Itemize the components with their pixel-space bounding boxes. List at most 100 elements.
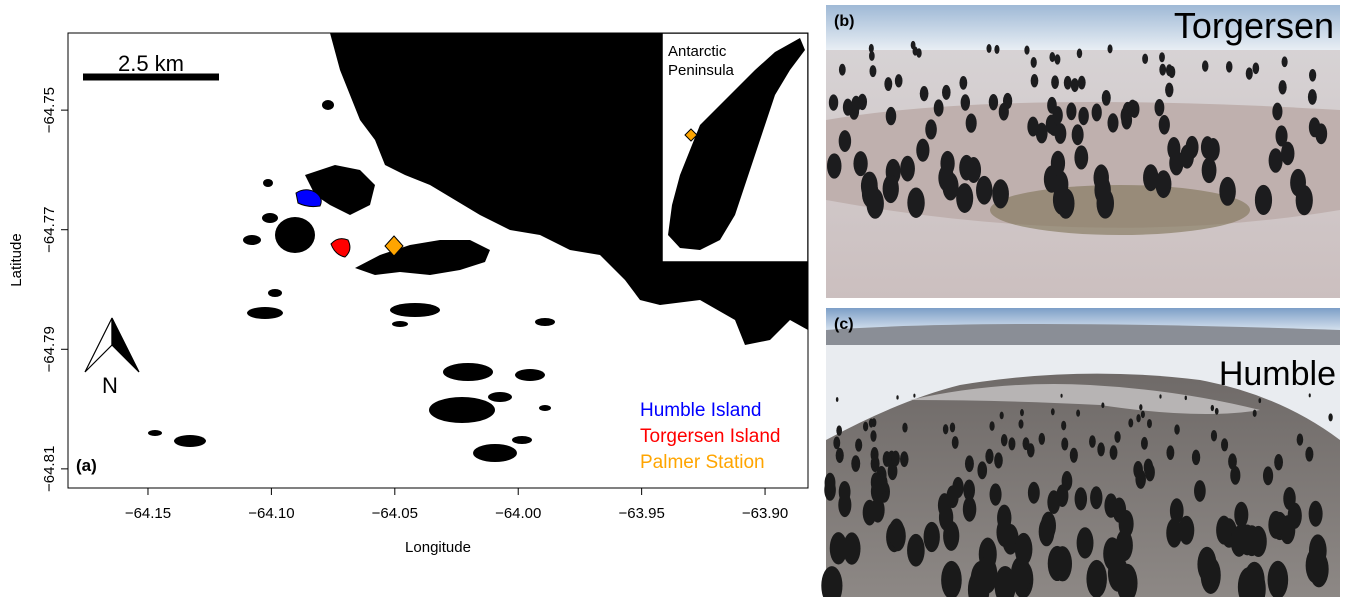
penguin: [1128, 418, 1134, 428]
torgersen-island: [330, 238, 351, 258]
penguin: [977, 461, 988, 480]
y-axis-label: Latitude: [8, 233, 25, 286]
penguin: [1296, 433, 1304, 446]
penguin: [1281, 56, 1288, 68]
photo-label: (c): [834, 316, 854, 333]
penguin: [1061, 471, 1073, 491]
penguin: [1077, 75, 1086, 90]
penguin: [885, 106, 897, 126]
penguin: [1069, 447, 1078, 463]
penguin: [1166, 518, 1183, 548]
penguin: [1057, 188, 1075, 219]
x-tick-label: −64.15: [125, 505, 171, 522]
penguin: [1307, 89, 1317, 105]
penguin: [992, 179, 1009, 209]
penguin: [851, 455, 861, 472]
penguin: [853, 151, 868, 177]
penguin: [838, 130, 852, 152]
penguin: [1159, 52, 1165, 63]
penguin: [1018, 419, 1024, 429]
penguin: [919, 86, 929, 102]
palmer-station: [384, 235, 404, 257]
penguin: [940, 150, 955, 176]
penguin: [1178, 515, 1195, 545]
penguin: [836, 425, 843, 436]
penguin: [1074, 145, 1089, 170]
penguin: [998, 102, 1009, 121]
penguin: [1214, 407, 1219, 415]
penguin: [1074, 487, 1088, 511]
penguin: [1061, 420, 1067, 431]
penguin: [1272, 102, 1283, 121]
penguin: [1136, 414, 1141, 423]
penguin: [964, 455, 974, 473]
penguin: [1328, 413, 1333, 422]
penguin: [1038, 432, 1046, 445]
penguin: [1308, 500, 1323, 527]
penguin: [1184, 395, 1187, 401]
legend-entry: Palmer Station: [640, 452, 765, 473]
penguin: [1254, 184, 1273, 215]
penguin: [1268, 148, 1283, 173]
penguin: [860, 171, 878, 201]
penguin: [1076, 527, 1094, 559]
x-tick-label: −64.00: [495, 505, 541, 522]
penguin: [1174, 424, 1180, 435]
penguin: [1054, 123, 1067, 144]
penguin: [884, 77, 893, 91]
penguin: [1244, 561, 1265, 601]
x-axis-label: Longitude: [405, 539, 471, 556]
penguin: [1279, 515, 1296, 545]
ticks: −64.15 −64.10 −64.05 −64.00 −63.95 −63.90 −64.…: [41, 87, 788, 522]
penguin: [833, 436, 841, 450]
penguin: [1197, 546, 1217, 583]
penguin: [1262, 466, 1274, 486]
penguin: [1078, 106, 1089, 126]
penguin: [1121, 110, 1133, 130]
penguin: [824, 472, 836, 493]
penguin: [960, 94, 971, 111]
penguin: [870, 455, 880, 473]
penguin: [1230, 465, 1241, 485]
penguin: [894, 74, 903, 88]
penguin: [1159, 63, 1167, 76]
penguin: [821, 566, 843, 602]
penguin: [902, 422, 908, 433]
penguin: [829, 532, 848, 565]
penguin: [1210, 429, 1218, 442]
penguin: [1201, 157, 1217, 184]
penguin: [862, 499, 877, 526]
penguin: [1140, 436, 1148, 450]
penguin: [1159, 394, 1162, 399]
penguin: [1096, 188, 1115, 219]
penguin: [1210, 404, 1215, 412]
penguin: [1243, 525, 1261, 557]
penguin: [1086, 559, 1107, 598]
panel-label: (a): [76, 456, 97, 475]
penguin: [1191, 449, 1201, 466]
penguin: [942, 84, 951, 100]
penguin: [1047, 96, 1057, 114]
penguin: [1070, 78, 1079, 93]
penguin: [994, 44, 1000, 54]
inset-label: Antarctic: [668, 43, 727, 60]
penguin: [1027, 481, 1040, 504]
penguin: [1076, 48, 1083, 59]
y-tick-label: −64.79: [41, 326, 58, 372]
penguin: [989, 421, 995, 431]
penguin: [1267, 560, 1289, 599]
legend-entry: Torgersen Island: [640, 426, 780, 447]
penguin: [1290, 168, 1306, 197]
penguin: [1230, 525, 1248, 557]
penguin: [965, 113, 977, 133]
penguin: [1090, 486, 1103, 510]
penguin: [959, 76, 968, 90]
penguin: [1101, 402, 1105, 409]
penguin: [994, 452, 1003, 469]
penguin: [869, 50, 875, 61]
penguin: [1268, 510, 1284, 539]
penguin: [1309, 551, 1329, 588]
penguin: [1053, 546, 1073, 582]
inset-label: Peninsula: [668, 62, 735, 79]
